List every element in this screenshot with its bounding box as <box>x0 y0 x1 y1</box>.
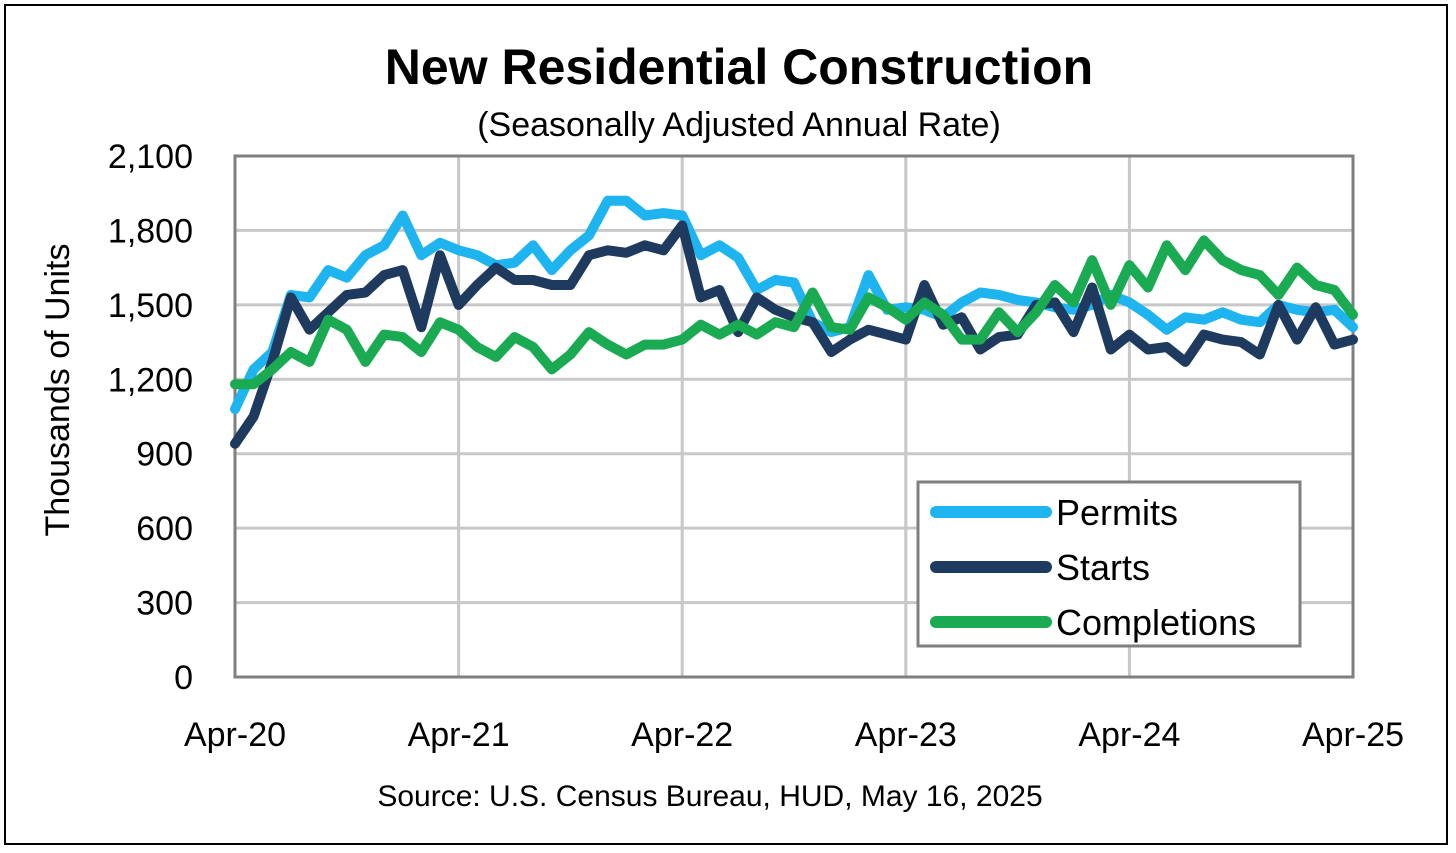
series-line-completions <box>230 235 1358 390</box>
legend-label-permits: Permits <box>1056 492 1178 533</box>
x-tick-label: Apr-22 <box>631 716 733 754</box>
source-note: Source: U.S. Census Bureau, HUD, May 16,… <box>377 780 1042 813</box>
chart-subtitle: (Seasonally Adjusted Annual Rate) <box>477 106 1001 144</box>
x-tick-label: Apr-20 <box>184 716 286 754</box>
y-tick-label: 1,800 <box>108 212 193 250</box>
y-tick-label: 900 <box>136 436 193 474</box>
chart-title: New Residential Construction <box>385 39 1093 95</box>
series-line-permits <box>230 195 1358 415</box>
y-tick-label: 1,200 <box>108 361 193 399</box>
y-tick-labels: 0 300 600 900 1,200 1,500 1,800 2,100 <box>108 138 193 697</box>
y-tick-label: 300 <box>136 585 193 623</box>
x-tick-label: Apr-23 <box>855 716 957 754</box>
legend-label-completions: Completions <box>1056 602 1256 643</box>
y-tick-label: 1,500 <box>108 287 193 325</box>
legend-label-starts: Starts <box>1056 547 1150 588</box>
x-tick-label: Apr-24 <box>1078 716 1180 754</box>
x-tick-label: Apr-25 <box>1302 716 1404 754</box>
legend: Permits Starts Completions <box>916 480 1302 648</box>
series-lines <box>230 195 1358 449</box>
line-chart: New Residential Construction (Seasonally… <box>39 39 1404 813</box>
chart-frame: New Residential Construction (Seasonally… <box>4 4 1448 845</box>
plot-area <box>233 154 1355 679</box>
x-tick-label: Apr-21 <box>408 716 510 754</box>
y-tick-label: 0 <box>174 659 193 697</box>
y-tick-label: 2,100 <box>108 138 193 176</box>
y-tick-label: 600 <box>136 510 193 548</box>
y-axis-label: Thousands of Units <box>39 244 77 537</box>
x-tick-labels: Apr-20 Apr-21 Apr-22 Apr-23 Apr-24 Apr-25 <box>184 716 1404 754</box>
